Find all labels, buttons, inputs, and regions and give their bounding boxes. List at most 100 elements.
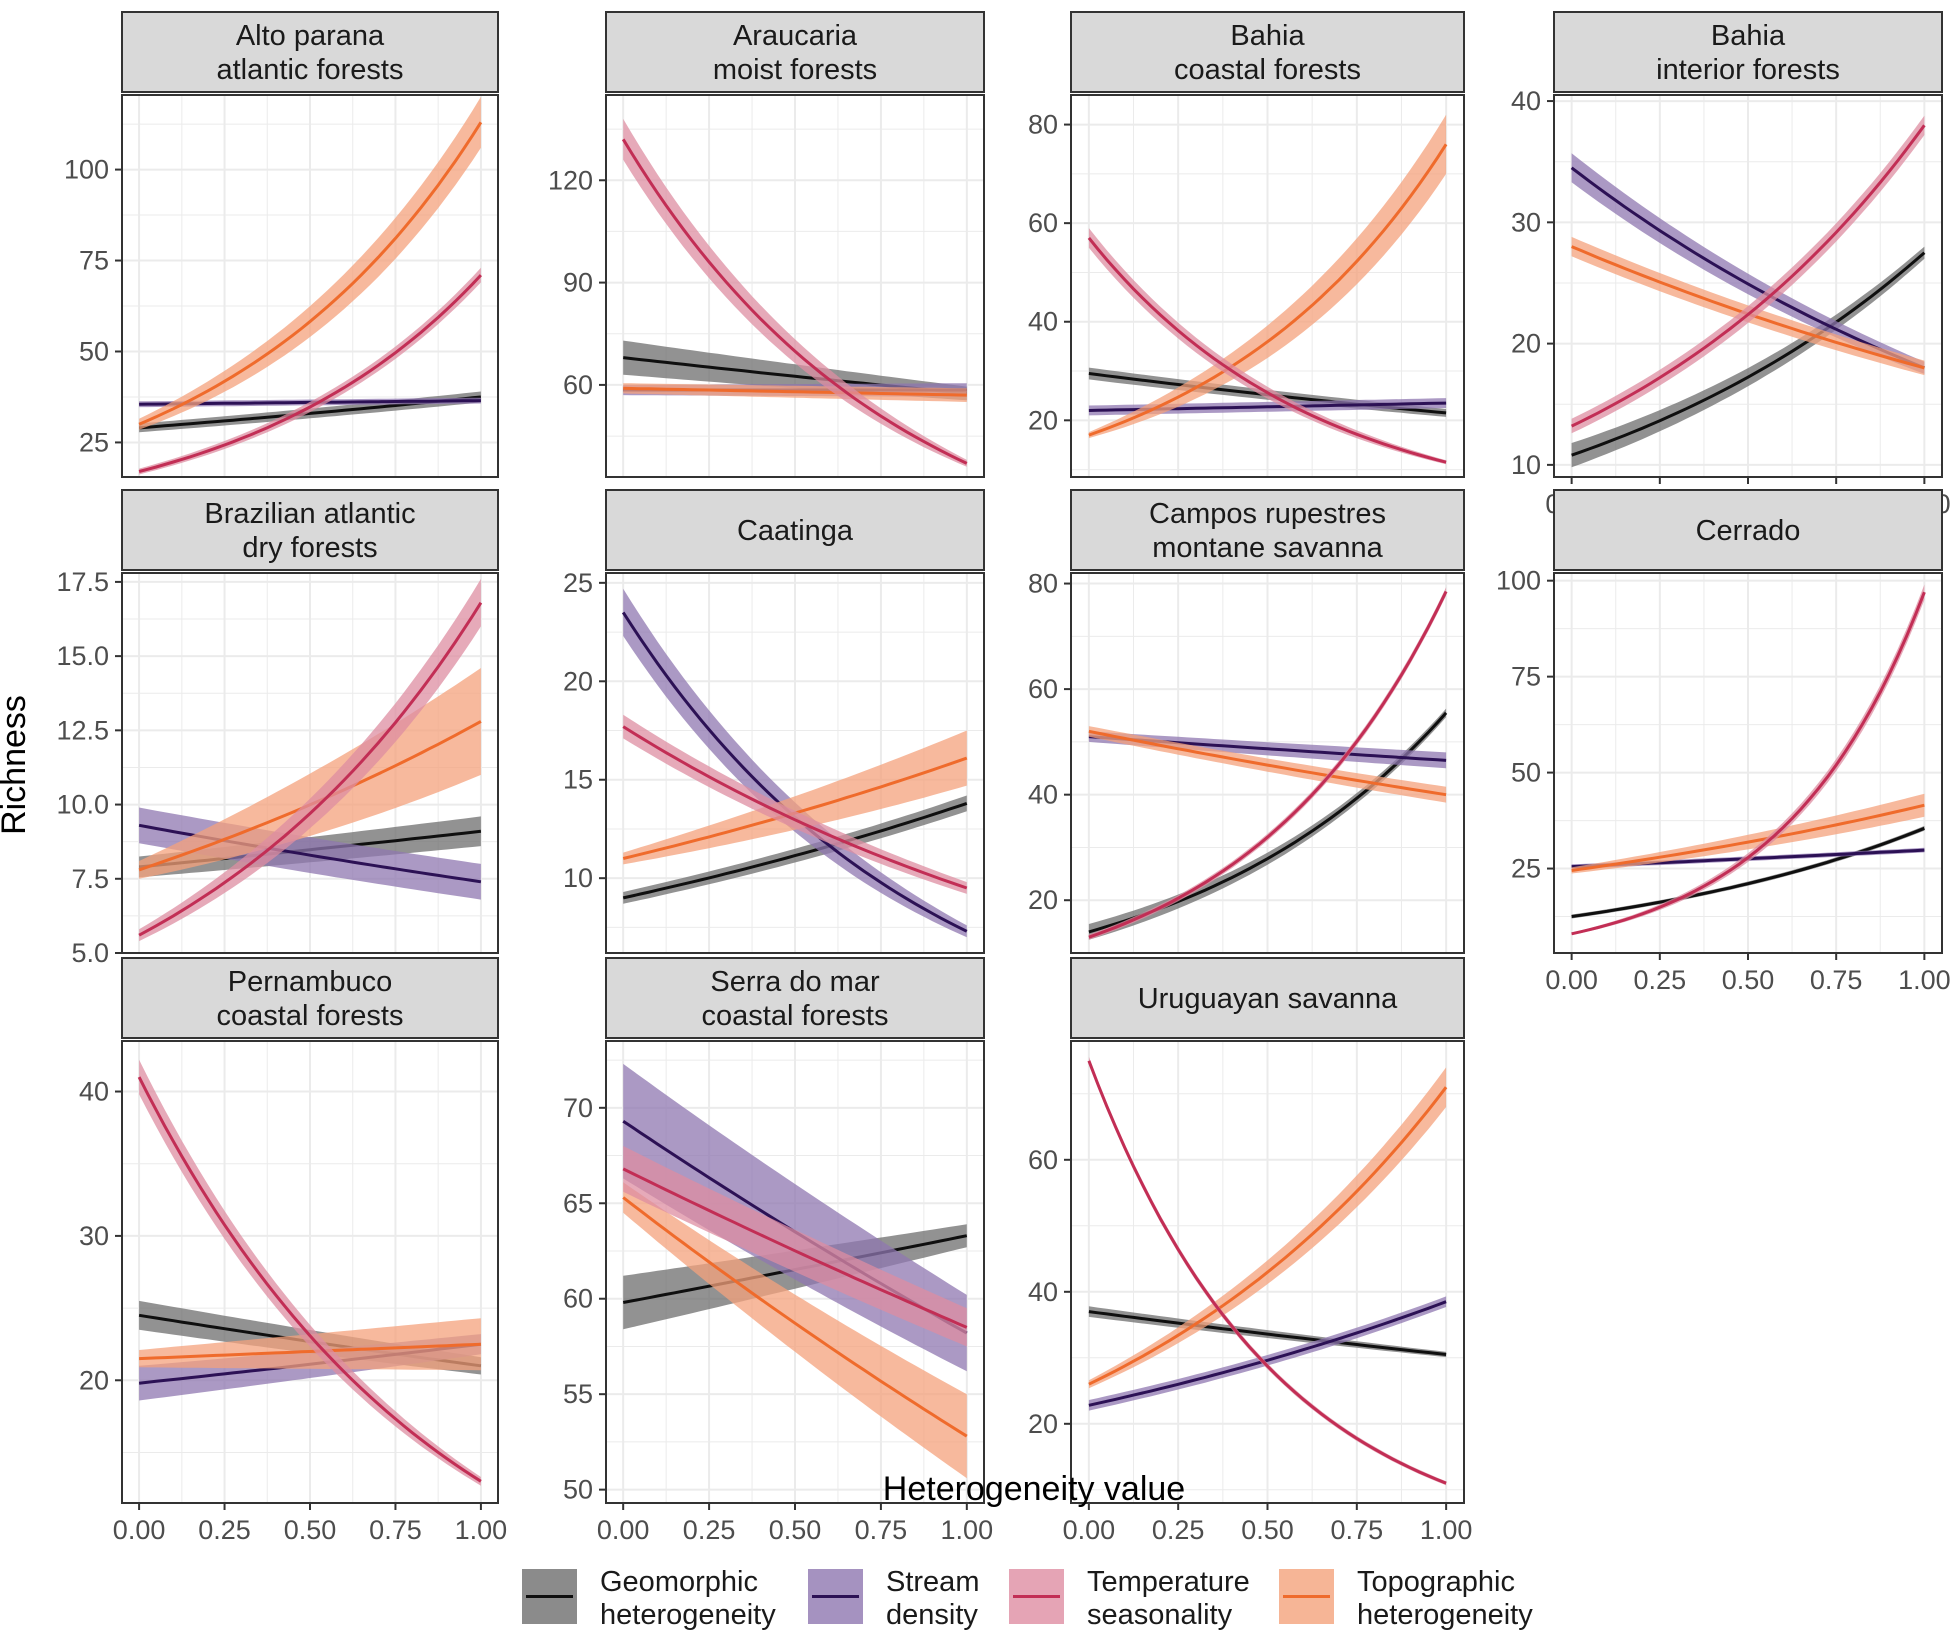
x-tick-label: 0.50 [1241,1515,1294,1545]
facet-title-line: Bahia [1711,20,1786,52]
x-tick-label: 0.50 [769,1515,822,1545]
facet-title-line: coastal forests [1174,54,1361,86]
y-tick-label: 100 [64,155,109,185]
series-line-topo [139,1342,481,1361]
ribbon-stream [1088,1296,1447,1411]
y-tick-label: 20 [1028,1409,1058,1439]
y-tick-label: 60 [563,370,593,400]
series-line-topo [623,386,967,397]
x-tick-label: 0.25 [1152,1515,1205,1545]
y-tick-label: 25 [79,427,109,457]
x-tick-label: 0.25 [198,1515,251,1545]
series-line-topo [622,1196,968,1438]
facet-strip [121,11,499,93]
ribbon-topo [623,1182,967,1479]
y-tick-label: 55 [563,1379,593,1409]
facet-title-line: Campos rupestres [1149,498,1386,530]
panel-border [605,94,985,478]
series-line-temp [138,274,482,473]
facet-title-line: Alto parana [236,20,385,52]
y-tick-label: 20 [79,1365,109,1395]
facet-strip [1553,489,1943,571]
series-line-geo [1088,1310,1447,1356]
panel-border [1070,572,1465,954]
facet-title-line: dry forests [242,532,377,564]
x-tick-label: 0.00 [597,1515,650,1545]
series-line-geo [622,801,968,900]
legend: GeomorphicheterogeneityStreamdensityTemp… [522,1566,1533,1630]
ribbon-topo [1571,236,1925,376]
facet-title-line: coastal forests [217,1000,404,1032]
x-tick-label: 0.75 [1810,965,1863,995]
y-tick-label: 50 [563,1475,593,1505]
series-line-topo [1088,1086,1448,1386]
x-tick-label: 0.25 [683,1515,736,1545]
series-line-topo [1088,729,1447,797]
series-line-stream [1088,1300,1447,1407]
y-tick-label: 90 [563,268,593,298]
x-tick-label: 1.00 [1420,1515,1473,1545]
legend-label-line: Topographic [1357,1566,1515,1598]
panel-border [121,94,499,478]
y-tick-label: 40 [1028,1277,1058,1307]
y-tick-label: 10 [563,863,593,893]
panel-border [121,572,499,954]
y-tick-label: 50 [79,336,109,366]
x-tick-label: 0.75 [1331,1515,1384,1545]
x-tick-label: 0.00 [1063,1515,1116,1545]
facet-title-line: coastal forests [702,1000,889,1032]
series-line-temp [622,1167,968,1329]
y-tick-label: 50 [1511,758,1541,788]
series-line-temp [1087,1060,1447,1485]
y-tick-label: 30 [1511,207,1541,237]
y-axis-title: Richness [0,695,33,835]
y-tick-label: 65 [563,1188,593,1218]
y-tick-label: 15 [563,765,593,795]
y-tick-label: 60 [1028,208,1058,238]
y-tick-label: 7.5 [71,864,109,894]
series-line-topo [1088,143,1448,437]
series-line-temp [622,725,968,890]
y-tick-label: 20 [1511,329,1541,359]
facet-panel-11: Uruguayan savanna 20 40 60 0.00 0.25 0.50 0.75 1… [1028,957,1473,1545]
y-tick-label: 60 [563,1284,593,1314]
ribbon-topo [623,730,967,865]
y-tick-label: 20 [1028,885,1058,915]
facet-panel-6: Caatinga 10 15 20 25 [563,489,985,954]
x-axis-title: Heterogeneity value [883,1470,1185,1508]
x-tick-label: 0.50 [284,1515,337,1545]
x-tick-label: 0.75 [369,1515,422,1545]
ribbon-topo [139,668,481,879]
y-tick-label: 40 [79,1077,109,1107]
y-tick-label: 25 [1511,854,1541,884]
facet-title-line: Cerrado [1696,515,1801,547]
legend-label-line: Geomorphic [600,1566,758,1598]
y-tick-label: 60 [1028,674,1058,704]
series-line-topo [138,121,483,426]
facet-title-line: atlantic forests [217,54,404,86]
y-tick-label: 80 [1028,110,1058,140]
x-tick-label: 1.00 [1898,965,1951,995]
series-line-temp [1087,236,1447,464]
ribbon-topo [1571,793,1925,874]
ribbon-temp [1571,115,1925,434]
ribbon-temp [623,1146,967,1347]
facet-strip [1070,489,1465,571]
facet-title-line: Brazilian atlantic [204,498,415,530]
y-tick-label: 5.0 [71,938,109,968]
y-tick-label: 100 [1496,566,1541,596]
facet-title-line: interior forests [1656,54,1840,86]
facet-title-line: Serra do mar [710,966,880,998]
x-tick-label: 0.50 [1722,965,1775,995]
